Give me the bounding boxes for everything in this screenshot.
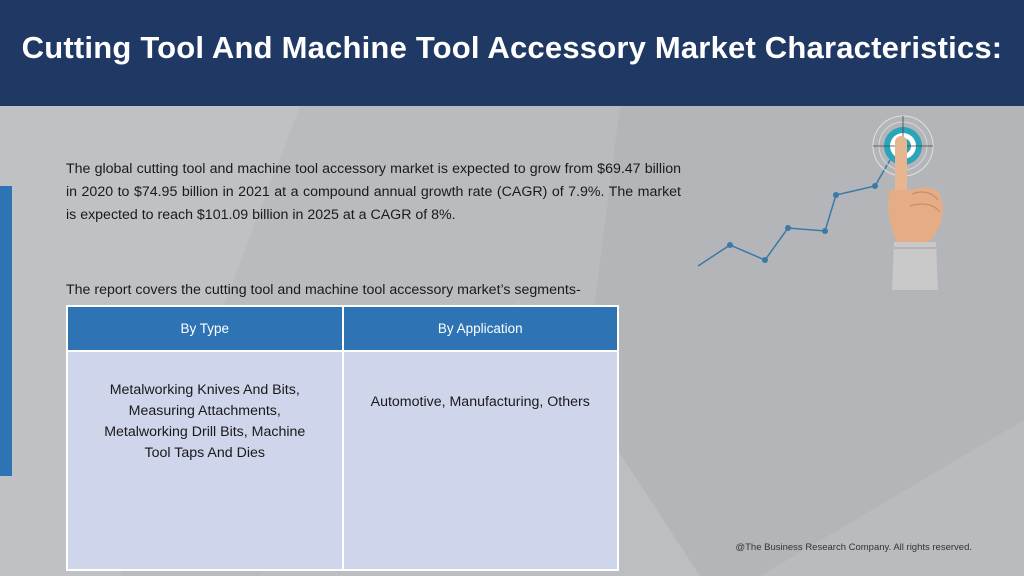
page-title: Cutting Tool And Machine Tool Accessory …: [21, 30, 1003, 65]
segments-table: By Type By Application Metalworking Kniv…: [66, 305, 619, 571]
growth-line-icon: [697, 159, 891, 267]
application-segments-cell: Automotive, Manufacturing, Others: [341, 350, 619, 571]
type-segments-cell: Metalworking Knives And Bits, Measuring …: [66, 350, 344, 571]
growth-graphic: [697, 115, 943, 290]
column-header-by-application: By Application: [341, 305, 619, 352]
segments-intro-text: The report covers the cutting tool and m…: [66, 282, 581, 298]
column-header-by-type: By Type: [66, 305, 344, 352]
copyright-footer: @The Business Research Company. All righ…: [735, 542, 972, 553]
table-row: Metalworking Knives And Bits, Measuring …: [66, 350, 619, 571]
side-accent-bar: [0, 186, 12, 476]
header-banner: Cutting Tool And Machine Tool Accessory …: [0, 0, 1024, 106]
pointing-hand-icon: [888, 136, 943, 290]
table-header-row: By Type By Application: [66, 305, 619, 352]
market-summary-paragraph: The global cutting tool and machine tool…: [66, 161, 681, 223]
